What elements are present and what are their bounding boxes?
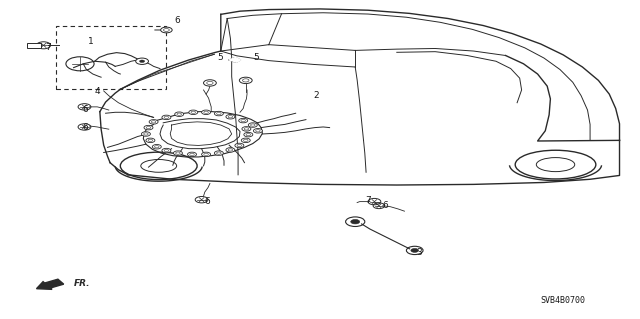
Circle shape [406,246,423,255]
Circle shape [136,58,148,64]
Circle shape [204,80,216,86]
Text: 6: 6 [205,197,211,206]
Circle shape [241,138,250,143]
Circle shape [144,125,153,130]
Text: 4: 4 [95,87,100,96]
Text: 5: 5 [218,53,223,62]
Text: 7: 7 [365,197,371,205]
Text: 2: 2 [314,91,319,100]
Circle shape [235,143,244,148]
Circle shape [162,148,171,153]
Circle shape [226,148,235,152]
Circle shape [188,152,196,157]
Circle shape [140,60,145,63]
Circle shape [411,249,419,252]
Text: 6: 6 [82,105,88,114]
Circle shape [248,123,257,127]
Circle shape [189,110,198,115]
Circle shape [214,151,223,155]
Circle shape [152,145,161,149]
Bar [27,43,41,48]
Circle shape [346,217,365,226]
FancyArrow shape [36,279,64,289]
Circle shape [149,120,158,124]
Text: FR.: FR. [74,279,90,288]
Circle shape [175,112,184,116]
Circle shape [226,115,235,119]
Circle shape [161,27,172,33]
Circle shape [173,151,182,155]
Circle shape [239,77,252,84]
Circle shape [239,118,248,123]
Text: 6: 6 [174,16,180,25]
Circle shape [242,127,251,131]
Text: 3: 3 [416,248,422,257]
Circle shape [214,111,223,116]
Circle shape [351,219,360,224]
Circle shape [202,152,211,157]
Bar [56,26,166,89]
Circle shape [162,115,171,120]
Text: 7: 7 [45,43,51,52]
Text: 6: 6 [383,201,388,210]
Circle shape [202,110,211,115]
Ellipse shape [230,58,239,62]
Polygon shape [229,57,241,62]
Text: SVB4B0700: SVB4B0700 [541,296,586,305]
Text: 5: 5 [253,53,259,62]
Circle shape [146,138,155,143]
Circle shape [244,132,253,137]
Text: 6: 6 [82,123,88,132]
Circle shape [141,132,150,136]
Text: 1: 1 [88,37,94,46]
Circle shape [253,129,262,133]
